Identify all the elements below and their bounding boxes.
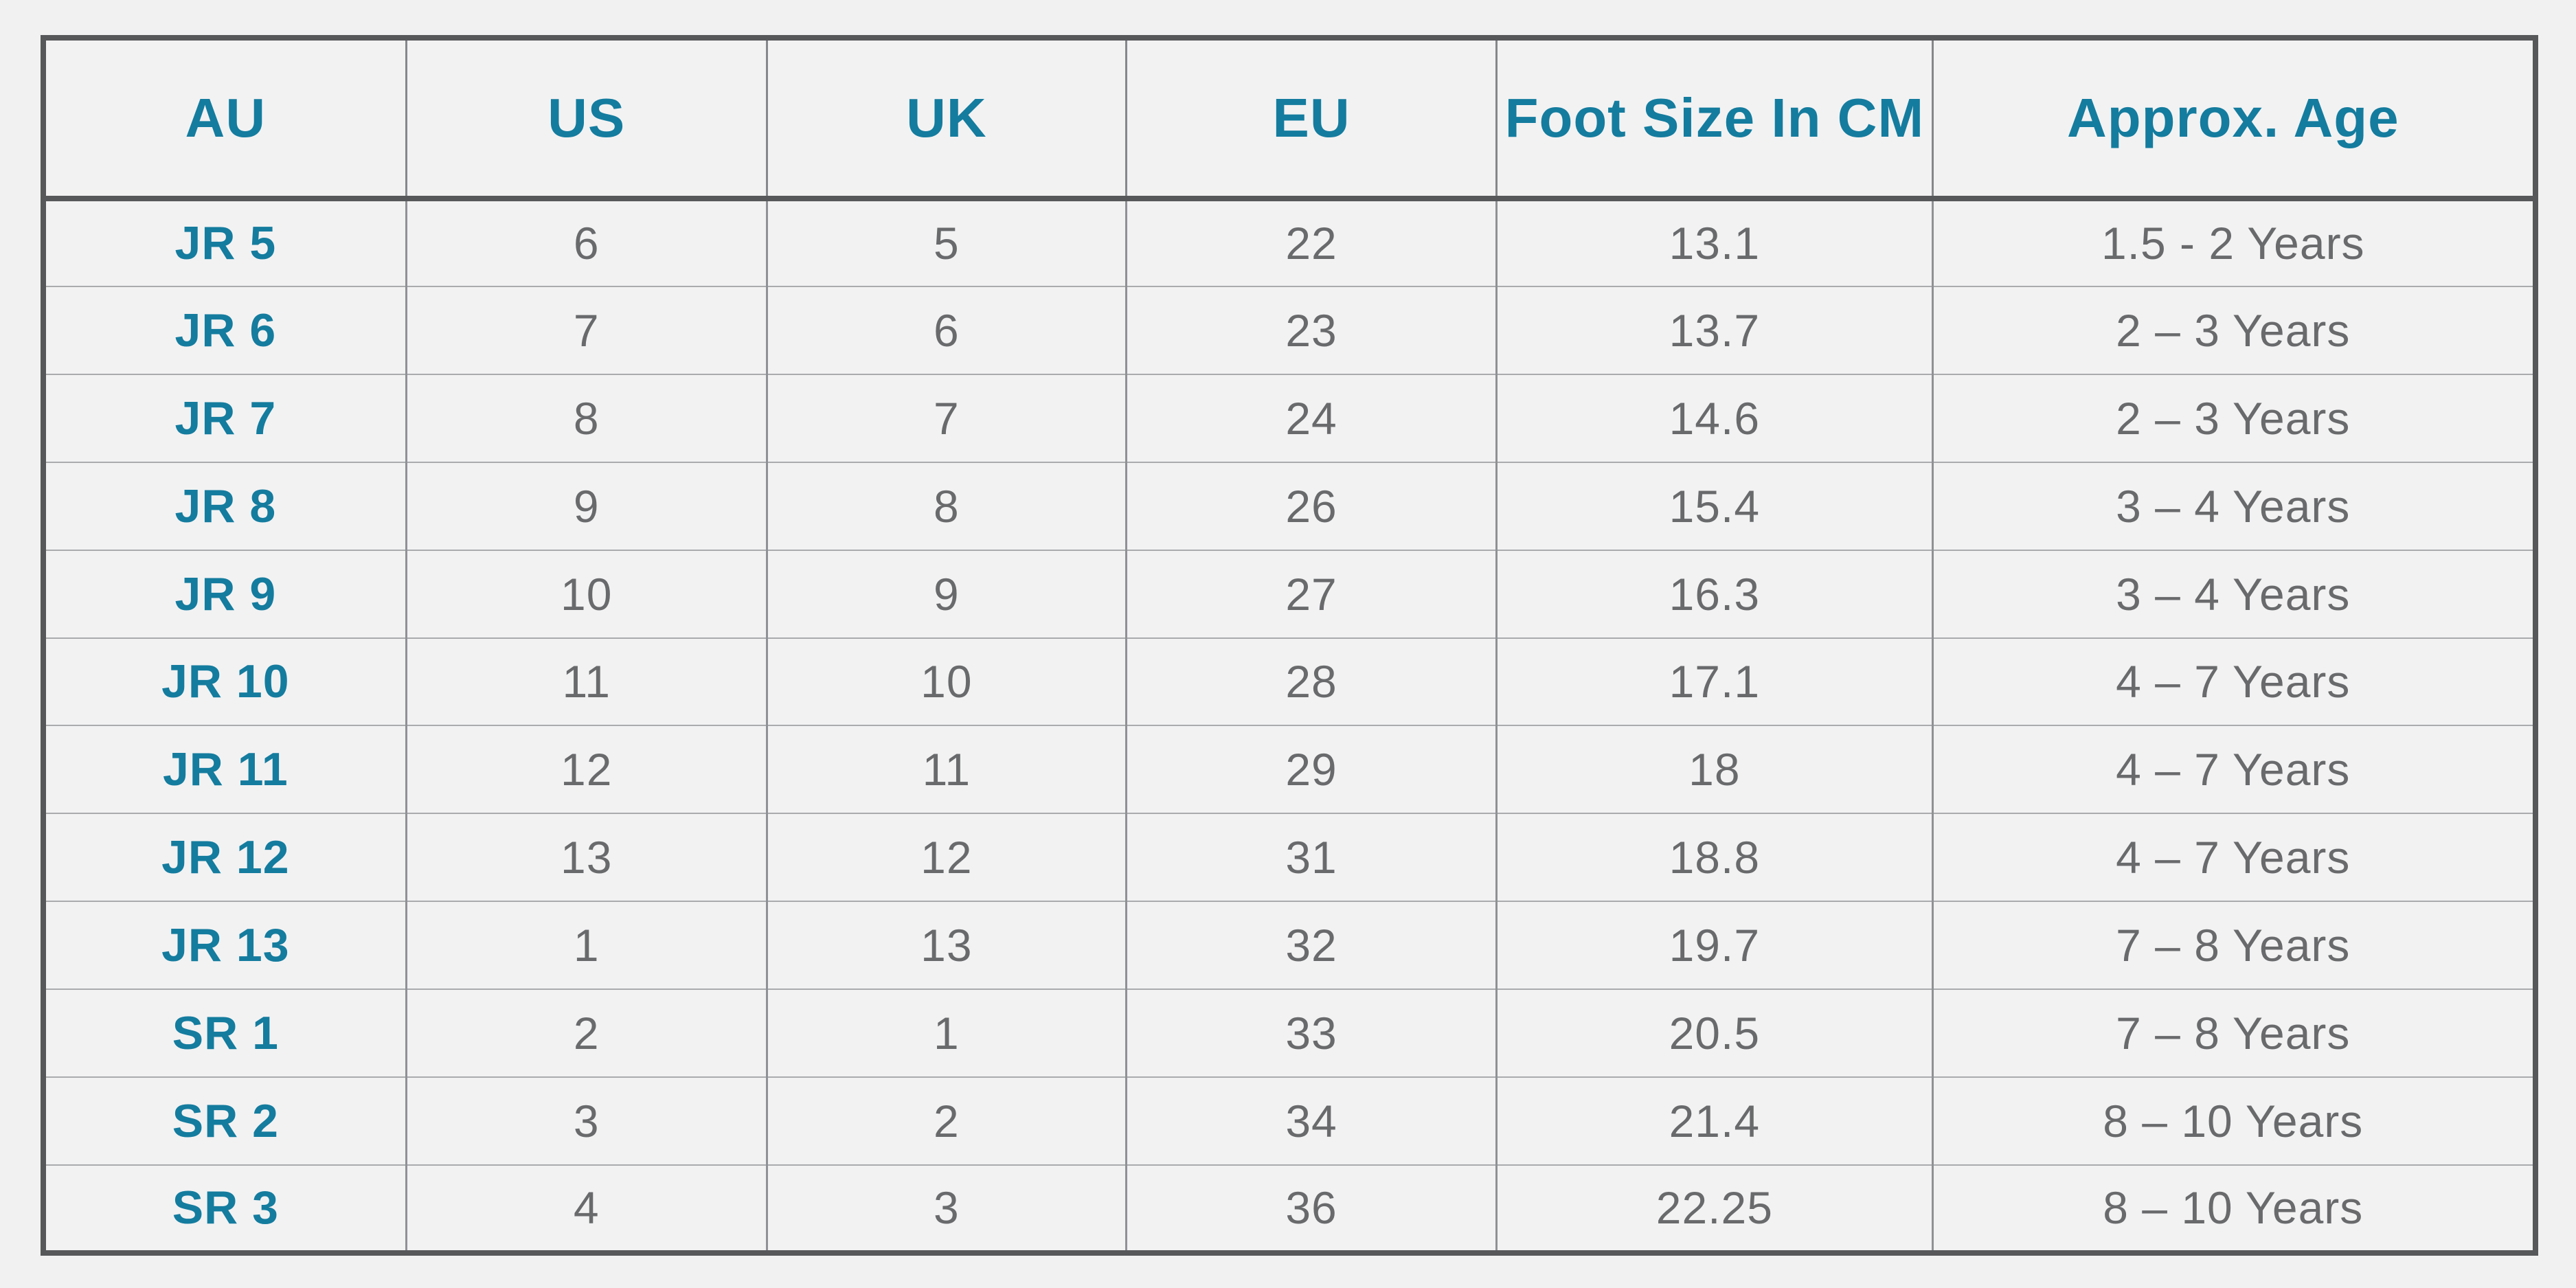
- cell-au: SR 1: [43, 989, 407, 1078]
- cell-au: JR 5: [43, 199, 407, 287]
- cell-approx-age: 4 – 7 Years: [1932, 637, 2535, 727]
- cell-eu: 34: [1126, 1077, 1498, 1166]
- cell-foot-size-cm: 15.4: [1496, 462, 1934, 551]
- cell-foot-size-cm: 16.3: [1496, 550, 1934, 639]
- cell-au: JR 12: [43, 813, 407, 903]
- cell-foot-size-cm: 14.6: [1496, 374, 1934, 463]
- cell-approx-age: 8 – 10 Years: [1932, 1077, 2535, 1166]
- cell-foot-size-cm: 18: [1496, 725, 1934, 815]
- cell-au: JR 7: [43, 374, 407, 463]
- column-header-uk: UK: [767, 38, 1127, 201]
- cell-approx-age: 4 – 7 Years: [1932, 813, 2535, 903]
- cell-uk: 12: [767, 813, 1127, 903]
- cell-uk: 13: [767, 901, 1127, 991]
- table-row: JR 11 12 11 29 18 4 – 7 Years: [43, 725, 2535, 815]
- cell-eu: 29: [1126, 725, 1498, 815]
- cell-au: JR 9: [43, 550, 407, 639]
- cell-au: JR 13: [43, 901, 407, 991]
- column-header-us: US: [406, 38, 768, 201]
- table-header-row: AU US UK EU Foot Size In CM Approx. Age: [43, 38, 2535, 201]
- table-row: SR 1 2 1 33 20.5 7 – 8 Years: [43, 989, 2535, 1078]
- column-header-eu: EU: [1126, 38, 1498, 201]
- cell-us: 9: [406, 462, 768, 551]
- cell-uk: 10: [767, 637, 1127, 727]
- cell-uk: 8: [767, 462, 1127, 551]
- cell-us: 1: [406, 901, 768, 991]
- cell-eu: 26: [1126, 462, 1498, 551]
- column-header-approx-age: Approx. Age: [1932, 38, 2535, 201]
- cell-uk: 1: [767, 989, 1127, 1078]
- cell-foot-size-cm: 21.4: [1496, 1077, 1934, 1166]
- cell-au: JR 11: [43, 725, 407, 815]
- table-row: JR 10 11 10 28 17.1 4 – 7 Years: [43, 637, 2535, 727]
- table-row: JR 12 13 12 31 18.8 4 – 7 Years: [43, 813, 2535, 903]
- cell-foot-size-cm: 20.5: [1496, 989, 1934, 1078]
- cell-eu: 27: [1126, 550, 1498, 639]
- size-chart-table: AU US UK EU Foot Size In CM Approx. Age …: [41, 35, 2538, 1256]
- table-row: JR 5 6 5 22 13.1 1.5 - 2 Years: [43, 199, 2535, 287]
- cell-eu: 22: [1126, 199, 1498, 287]
- cell-foot-size-cm: 13.7: [1496, 286, 1934, 375]
- cell-approx-age: 7 – 8 Years: [1932, 989, 2535, 1078]
- column-header-foot-size-cm: Foot Size In CM: [1496, 38, 1934, 201]
- cell-us: 10: [406, 550, 768, 639]
- cell-foot-size-cm: 17.1: [1496, 637, 1934, 727]
- cell-us: 4: [406, 1164, 768, 1253]
- cell-eu: 23: [1126, 286, 1498, 375]
- cell-au: JR 6: [43, 286, 407, 375]
- cell-au: JR 10: [43, 637, 407, 727]
- cell-us: 6: [406, 199, 768, 287]
- table-row: JR 9 10 9 27 16.3 3 – 4 Years: [43, 550, 2535, 639]
- cell-uk: 11: [767, 725, 1127, 815]
- cell-uk: 3: [767, 1164, 1127, 1253]
- cell-approx-age: 2 – 3 Years: [1932, 286, 2535, 375]
- cell-eu: 24: [1126, 374, 1498, 463]
- cell-uk: 6: [767, 286, 1127, 375]
- column-header-au: AU: [43, 38, 407, 201]
- cell-foot-size-cm: 18.8: [1496, 813, 1934, 903]
- table-row: JR 13 1 13 32 19.7 7 – 8 Years: [43, 901, 2535, 991]
- table-row: JR 8 9 8 26 15.4 3 – 4 Years: [43, 462, 2535, 551]
- table-body: JR 5 6 5 22 13.1 1.5 - 2 Years JR 6 7 6 …: [43, 199, 2535, 1253]
- cell-us: 11: [406, 637, 768, 727]
- cell-us: 8: [406, 374, 768, 463]
- cell-au: JR 8: [43, 462, 407, 551]
- table-row: SR 3 4 3 36 22.25 8 – 10 Years: [43, 1164, 2535, 1253]
- cell-foot-size-cm: 22.25: [1496, 1164, 1934, 1253]
- cell-approx-age: 2 – 3 Years: [1932, 374, 2535, 463]
- cell-eu: 32: [1126, 901, 1498, 991]
- cell-eu: 36: [1126, 1164, 1498, 1253]
- cell-approx-age: 1.5 - 2 Years: [1932, 199, 2535, 287]
- cell-au: SR 3: [43, 1164, 407, 1253]
- cell-approx-age: 7 – 8 Years: [1932, 901, 2535, 991]
- cell-us: 7: [406, 286, 768, 375]
- cell-us: 2: [406, 989, 768, 1078]
- cell-uk: 5: [767, 199, 1127, 287]
- cell-foot-size-cm: 19.7: [1496, 901, 1934, 991]
- cell-eu: 33: [1126, 989, 1498, 1078]
- cell-au: SR 2: [43, 1077, 407, 1166]
- cell-uk: 2: [767, 1077, 1127, 1166]
- cell-us: 13: [406, 813, 768, 903]
- cell-approx-age: 3 – 4 Years: [1932, 462, 2535, 551]
- table-header: AU US UK EU Foot Size In CM Approx. Age: [43, 38, 2535, 201]
- table-row: SR 2 3 2 34 21.4 8 – 10 Years: [43, 1077, 2535, 1166]
- cell-uk: 9: [767, 550, 1127, 639]
- cell-us: 3: [406, 1077, 768, 1166]
- cell-eu: 28: [1126, 637, 1498, 727]
- cell-foot-size-cm: 13.1: [1496, 199, 1934, 287]
- table-row: JR 6 7 6 23 13.7 2 – 3 Years: [43, 286, 2535, 375]
- cell-us: 12: [406, 725, 768, 815]
- table-row: JR 7 8 7 24 14.6 2 – 3 Years: [43, 374, 2535, 463]
- cell-eu: 31: [1126, 813, 1498, 903]
- cell-uk: 7: [767, 374, 1127, 463]
- cell-approx-age: 3 – 4 Years: [1932, 550, 2535, 639]
- cell-approx-age: 4 – 7 Years: [1932, 725, 2535, 815]
- cell-approx-age: 8 – 10 Years: [2103, 1182, 2364, 1234]
